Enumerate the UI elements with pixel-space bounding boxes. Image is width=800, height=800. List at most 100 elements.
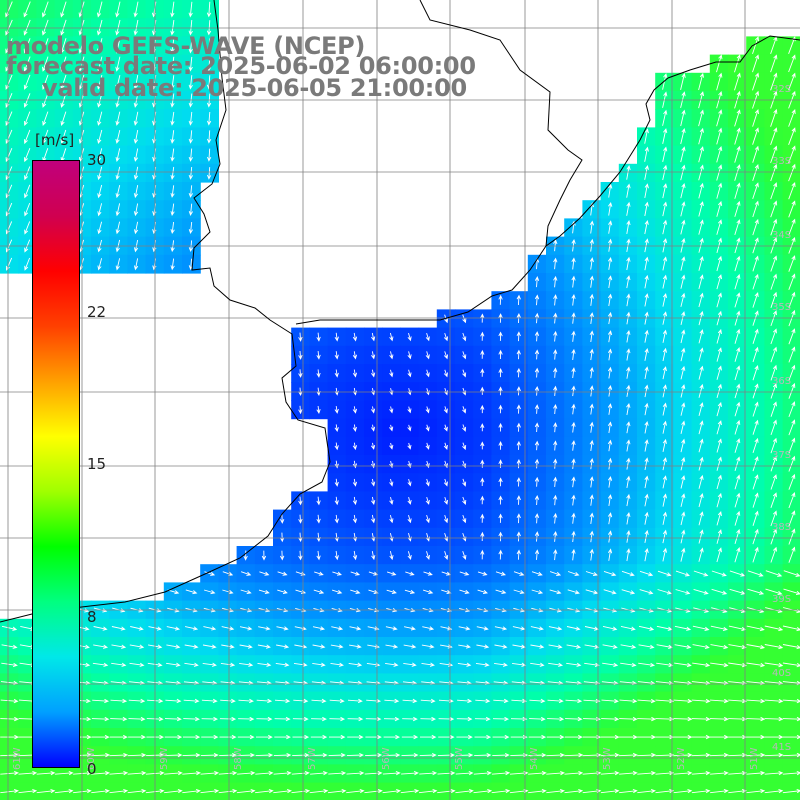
wind-arrow (352, 369, 358, 378)
wind-arrow (566, 662, 582, 667)
wind-arrow (386, 589, 397, 594)
wind-arrow (734, 219, 741, 236)
wind-arrow (680, 475, 686, 489)
wind-arrow (619, 734, 638, 740)
wind-arrow (626, 366, 631, 379)
wind-arrow (728, 662, 747, 668)
wind-arrow (334, 424, 339, 433)
lat-label: 40S (772, 668, 791, 679)
wind-arrow (109, 788, 129, 794)
wind-arrow (752, 36, 760, 55)
wind-arrow (698, 438, 704, 453)
wind-arrow (770, 364, 777, 381)
wind-arrow (637, 734, 657, 740)
wind-arrow (770, 182, 778, 200)
wind-arrow (716, 365, 722, 380)
wind-arrow (716, 292, 722, 308)
wind-arrow (546, 752, 565, 758)
wind-arrow (607, 494, 613, 506)
model-title: modelo GEFS-WAVE (NCEP) (6, 32, 366, 60)
wind-arrow (498, 495, 503, 505)
wind-arrow (698, 109, 704, 127)
wind-arrow (206, 38, 212, 54)
wind-arrow (534, 422, 540, 433)
wind-arrow (752, 328, 759, 344)
lat-label: 38S (772, 522, 791, 533)
wind-arrow (680, 365, 686, 380)
wind-arrow (600, 752, 620, 758)
wind-arrow (475, 662, 490, 667)
wind-arrow (462, 514, 467, 524)
wind-arrow (462, 406, 467, 414)
wind-arrow (54, 770, 74, 776)
wind-arrow (698, 456, 704, 471)
wind-arrow (437, 770, 456, 776)
wind-arrow (680, 456, 686, 471)
wind-arrow (680, 547, 686, 562)
wind-arrow (752, 419, 759, 435)
wind-arrow (734, 474, 741, 490)
wind-arrow (680, 201, 686, 217)
wind-arrow (219, 752, 237, 758)
wind-arrow (498, 313, 503, 323)
wind-arrow (788, 328, 796, 345)
wind-arrow (314, 571, 324, 576)
wind-arrow (498, 441, 503, 450)
wind-arrow (655, 698, 675, 704)
wind-arrow (752, 72, 760, 91)
wind-arrow (662, 128, 668, 144)
lat-label: 41S (772, 742, 791, 753)
wind-arrow (788, 72, 796, 91)
wind-arrow (91, 734, 110, 740)
wind-arrow (764, 752, 784, 758)
wind-arrow (680, 529, 686, 544)
wind-arrow (638, 644, 655, 649)
wind-arrow (383, 716, 400, 722)
wind-arrow (170, 130, 175, 144)
wind-arrow (752, 200, 759, 218)
wind-arrow (662, 529, 668, 544)
wind-arrow (698, 182, 704, 199)
wind-arrow (133, 56, 139, 72)
wind-arrow (534, 367, 540, 378)
wind-arrow (716, 492, 722, 508)
wind-arrow (770, 401, 777, 417)
wind-arrow (698, 310, 704, 326)
wind-arrow (23, 56, 31, 72)
wind-arrow (298, 532, 303, 543)
wind-arrow (275, 662, 290, 667)
wind-arrow (184, 662, 199, 667)
wind-arrow (293, 662, 308, 667)
wind-arrow (276, 626, 289, 631)
wind-arrow (626, 293, 631, 307)
wind-arrow (261, 550, 267, 561)
wind-arrow (273, 770, 292, 776)
wind-arrow (184, 644, 199, 649)
wind-arrow (680, 164, 686, 181)
wind-arrow (764, 770, 784, 776)
wind-arrow (111, 626, 126, 631)
wind-arrow (752, 510, 759, 526)
wind-arrow (734, 510, 741, 526)
wind-arrow (619, 698, 638, 704)
wind-arrow (498, 386, 503, 396)
wind-arrow (752, 145, 759, 163)
wind-arrow (603, 589, 617, 595)
wind-arrow (516, 549, 521, 560)
wind-arrow (513, 571, 525, 576)
wind-arrow (188, 221, 193, 235)
wind-arrow (534, 294, 540, 306)
wind-arrow (203, 626, 217, 631)
wind-arrow (589, 457, 594, 470)
wind-arrow (716, 72, 723, 91)
wind-arrow (662, 366, 667, 380)
wind-arrow (644, 493, 649, 507)
wind-arrow (716, 109, 723, 127)
wind-arrow (698, 474, 704, 489)
wind-arrow (133, 111, 139, 126)
wind-arrow (644, 475, 649, 489)
wind-arrow (97, 129, 103, 145)
wind-arrow (553, 494, 558, 506)
